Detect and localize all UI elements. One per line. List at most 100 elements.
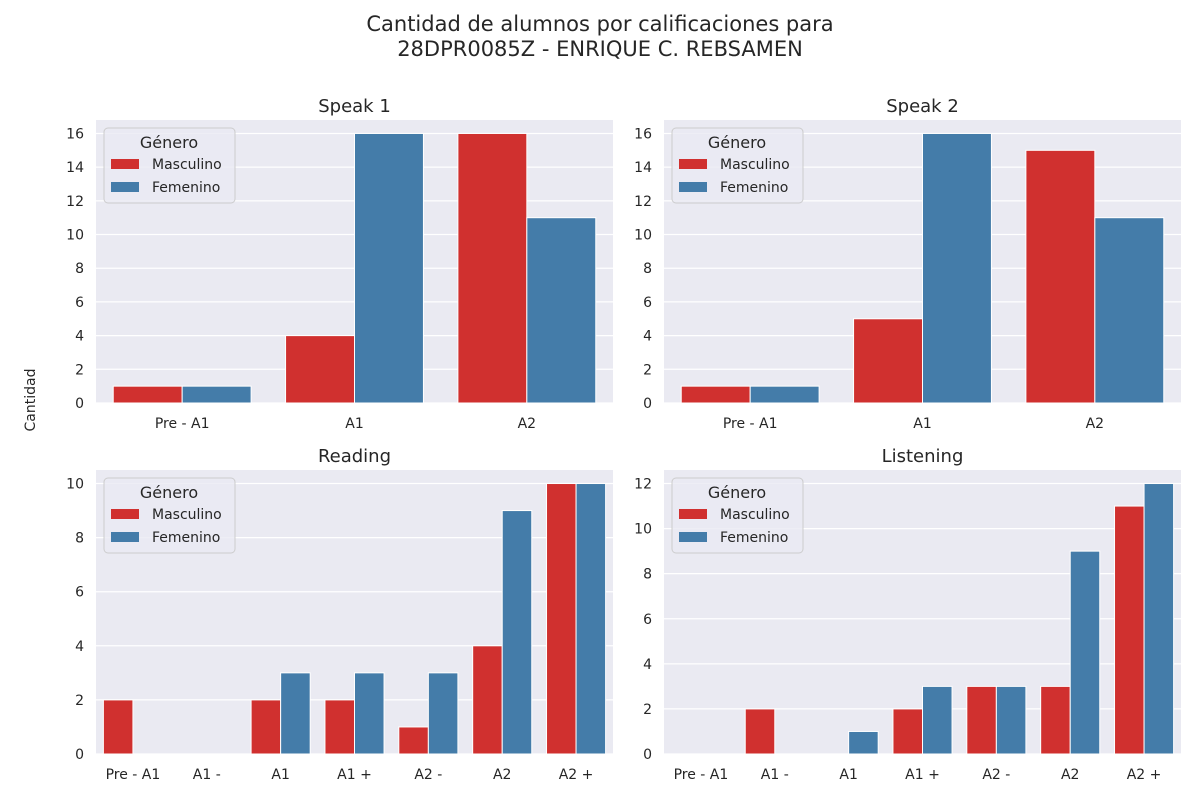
bar-femenino-3 — [280, 672, 311, 755]
legend-label-masculino: Masculino — [152, 507, 222, 523]
bar-femenino-4 — [922, 685, 953, 755]
legend-label-masculino: Masculino — [152, 157, 222, 173]
x-tick-label: A2 - — [414, 767, 442, 783]
bar-femenino-3 — [848, 730, 879, 755]
x-tick-label: A2 — [518, 416, 536, 432]
y-tick-label: 0 — [643, 396, 652, 412]
y-tick-label: 12 — [634, 194, 652, 210]
bar-femenino-2 — [354, 132, 424, 404]
legend-title: Género — [708, 133, 766, 152]
bar-masculino-7 — [1114, 505, 1145, 755]
bar-femenino-6 — [501, 510, 533, 755]
x-tick-label: A1 — [839, 767, 857, 783]
x-tick-label: A1 — [345, 416, 363, 432]
bar-masculino-6 — [1040, 685, 1071, 755]
chart-panel-1: 0 2 4 6 8 10 12 14 16 Pre - A1 A1 A2 Speak 1 Género Ma… — [66, 96, 613, 432]
y-tick-label: 2 — [643, 702, 652, 718]
legend-title: Género — [140, 133, 198, 152]
chart-panel-3: 0 2 4 6 8 10 Pre - A1 A1 - A1 A1 + A2 - A2 A2 + Readi… — [66, 446, 613, 783]
bar-masculino-1 — [102, 699, 134, 755]
x-tick-label: A2 - — [982, 767, 1010, 783]
bar-femenino-3 — [1094, 217, 1165, 404]
legend-label-masculino: Masculino — [720, 157, 790, 173]
y-tick-label: 4 — [643, 657, 652, 673]
legend-swatch-masculino — [111, 509, 139, 519]
bar-femenino-3 — [526, 217, 597, 404]
bar-femenino-6 — [1069, 550, 1101, 755]
bar-masculino-3 — [1025, 149, 1096, 404]
y-tick-label: 0 — [75, 396, 84, 412]
panel-title: Speak 1 — [318, 96, 391, 117]
legend-title: Género — [140, 483, 198, 502]
x-tick-label: A2 + — [559, 767, 594, 783]
legend-swatch-femenino — [679, 182, 707, 192]
figure-title-line-1: Cantidad de alumnos por calificaciones p… — [366, 12, 834, 36]
bar-femenino-5 — [427, 672, 459, 755]
bar-masculino-2 — [853, 318, 923, 404]
y-tick-label: 14 — [66, 160, 84, 176]
chart-panel-2: 0 2 4 6 8 10 12 14 16 Pre - A1 A1 A2 Speak 2 Género Ma… — [634, 96, 1181, 432]
bar-femenino-2 — [922, 132, 992, 404]
legend-swatch-femenino — [111, 182, 139, 192]
x-tick-label: A1 — [913, 416, 931, 432]
bar-femenino-4 — [354, 672, 385, 755]
y-tick-label: 6 — [643, 295, 652, 311]
legend-swatch-masculino — [111, 159, 139, 169]
panel-title: Speak 2 — [886, 96, 959, 117]
bar-masculino-2 — [285, 335, 356, 404]
bar-masculino-4 — [892, 708, 924, 755]
y-tick-label: 4 — [643, 329, 652, 345]
legend-swatch-masculino — [679, 159, 707, 169]
y-tick-label: 12 — [66, 194, 84, 210]
bar-femenino-7 — [1143, 483, 1175, 755]
x-tick-label: Pre - A1 — [155, 416, 210, 432]
x-tick-label: Pre - A1 — [723, 416, 778, 432]
y-tick-label: 4 — [75, 639, 84, 655]
y-tick-label: 14 — [634, 160, 652, 176]
y-tick-label: 10 — [634, 228, 652, 244]
figure-title-line-2: 28DPR0085Z - ENRIQUE C. REBSAMEN — [397, 37, 803, 61]
y-tick-label: 12 — [634, 477, 652, 493]
bar-masculino-2 — [744, 708, 776, 755]
legend-swatch-femenino — [679, 532, 707, 542]
y-tick-label: 6 — [643, 612, 652, 628]
bar-femenino-5 — [995, 685, 1027, 755]
panel-title: Reading — [318, 446, 391, 467]
y-tick-label: 0 — [643, 747, 652, 763]
x-tick-label: A1 - — [193, 767, 221, 783]
legend-label-femenino: Femenino — [152, 530, 220, 546]
y-tick-label: 6 — [75, 585, 84, 601]
y-tick-label: 10 — [634, 522, 652, 538]
bar-masculino-5 — [398, 726, 429, 755]
legend-label-femenino: Femenino — [152, 180, 220, 196]
x-tick-label: A2 — [1061, 767, 1079, 783]
legend-label-femenino: Femenino — [720, 530, 788, 546]
x-tick-label: A2 + — [1127, 767, 1162, 783]
x-tick-label: A1 - — [761, 767, 789, 783]
bar-masculino-1 — [112, 385, 183, 404]
y-tick-label: 16 — [66, 126, 84, 142]
x-tick-label: Pre - A1 — [674, 767, 729, 783]
chart-panel-4: 0 2 4 6 8 10 12 Pre - A1 A1 - A1 A1 + A2 - A2 A2 + Lis… — [634, 446, 1181, 783]
y-tick-label: 8 — [75, 531, 84, 547]
y-tick-label: 10 — [66, 228, 84, 244]
bar-masculino-5 — [966, 685, 997, 755]
y-tick-label: 6 — [75, 295, 84, 311]
bar-femenino-1 — [749, 385, 820, 404]
y-tick-label: 16 — [634, 126, 652, 142]
y-tick-label: 10 — [66, 477, 84, 493]
bar-masculino-6 — [472, 645, 503, 755]
bar-masculino-3 — [250, 699, 282, 755]
y-tick-label: 8 — [643, 261, 652, 277]
bar-masculino-1 — [680, 385, 751, 404]
legend-label-femenino: Femenino — [720, 180, 788, 196]
bar-femenino-7 — [575, 483, 607, 755]
bar-masculino-3 — [457, 132, 528, 404]
x-tick-label: Pre - A1 — [106, 767, 161, 783]
y-tick-label: 8 — [643, 567, 652, 583]
y-tick-label: 8 — [75, 261, 84, 277]
bar-masculino-4 — [324, 699, 356, 755]
y-tick-label: 2 — [75, 362, 84, 378]
legend-swatch-femenino — [111, 532, 139, 542]
